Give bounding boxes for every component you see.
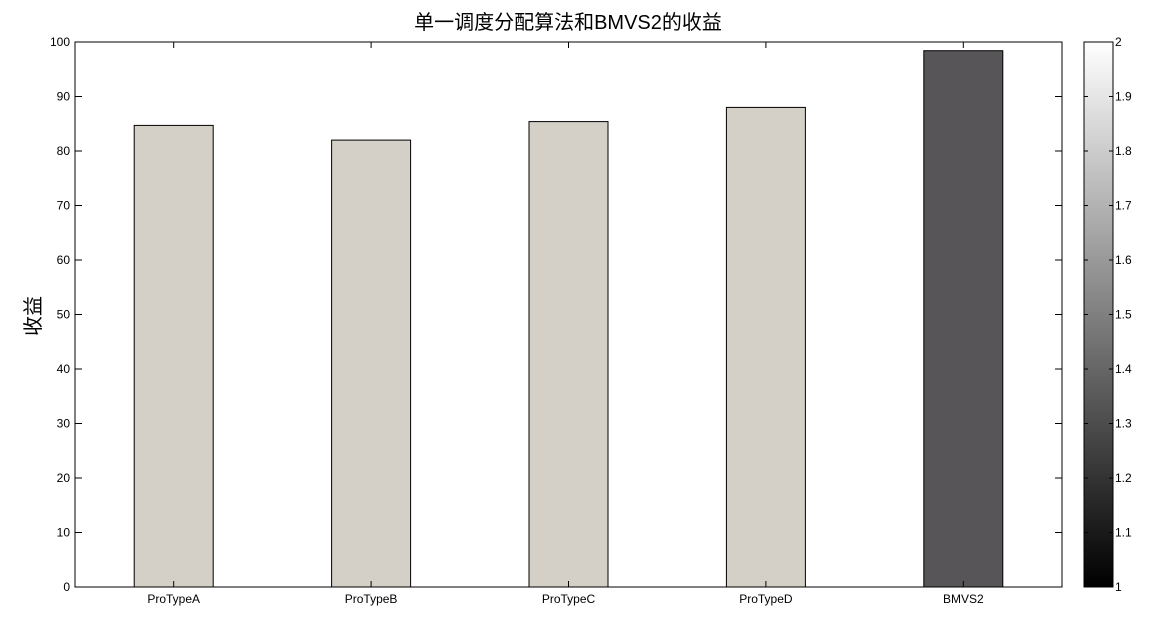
bar-protypea [133, 124, 214, 588]
y-tick-label: 0 [63, 580, 70, 594]
y-tick-label: 50 [57, 308, 71, 322]
x-tick-label: BMVS2 [943, 592, 984, 606]
colorbar-tick-label: 1.9 [1115, 90, 1132, 104]
colorbar-ticks: 1 1.1 1.2 1.3 1.4 1.5 1.6 1.7 1.8 1.9 2 [1084, 35, 1132, 594]
bars [133, 50, 1004, 588]
x-tick-label: ProTypeB [345, 592, 398, 606]
colorbar [1083, 41, 1114, 588]
y-tick-label: 40 [57, 362, 71, 376]
x-tick-label: ProTypeC [542, 592, 596, 606]
y-tick-label: 10 [57, 526, 71, 540]
colorbar-tick-label: 1.6 [1115, 253, 1132, 267]
chart-title: 单一调度分配算法和BMVS2的收益 [414, 11, 722, 34]
x-tick-label: ProTypeA [147, 592, 200, 606]
x-tick-label: ProTypeD [739, 592, 793, 606]
colorbar-tick-label: 1.4 [1115, 362, 1132, 376]
colorbar-tick-label: 1.7 [1115, 199, 1132, 213]
y-tick-label: 70 [57, 199, 71, 213]
colorbar-tick-label: 1.5 [1115, 308, 1132, 322]
y-axis-ticks: 0 10 20 30 40 50 60 70 80 90 100 [50, 35, 1062, 594]
colorbar-tick-label: 1.8 [1115, 144, 1132, 158]
colorbar-tick-label: 1.1 [1115, 526, 1132, 540]
colorbar-tick-label: 1.2 [1115, 471, 1132, 485]
x-axis-ticks: ProTypeA ProTypeB ProTypeC ProTypeD BMVS2 [147, 42, 984, 606]
y-tick-label: 80 [57, 144, 71, 158]
y-tick-label: 20 [57, 471, 71, 485]
colorbar-tick-label: 1 [1115, 580, 1122, 594]
y-tick-label: 60 [57, 253, 71, 267]
colorbar-tick-label: 2 [1115, 35, 1122, 49]
y-tick-label: 30 [57, 417, 71, 431]
y-tick-label: 100 [50, 35, 70, 49]
bar-bmvs2 [923, 50, 1004, 588]
bar-protypeb [331, 139, 412, 588]
bar-protyped [725, 106, 806, 588]
y-axis-label: 收益 [22, 296, 45, 336]
bar-protypec [528, 121, 609, 588]
y-tick-label: 90 [57, 90, 71, 104]
colorbar-tick-label: 1.3 [1115, 417, 1132, 431]
